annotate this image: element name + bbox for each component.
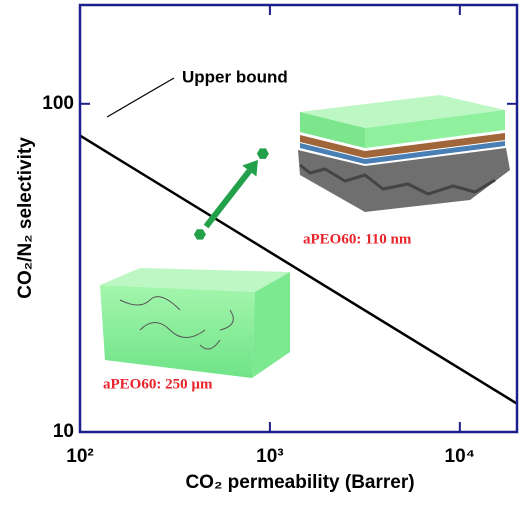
membrane-illustration <box>298 95 510 212</box>
plot-frame <box>78 3 519 434</box>
upper-bound-line <box>79 134 518 405</box>
x-tick-label: 10³ <box>256 446 283 467</box>
annotation: aPEO60: 250 µm <box>103 376 213 392</box>
arrow-head <box>242 159 258 177</box>
leader-line <box>106 77 175 118</box>
y-tick-label: 100 <box>42 93 74 114</box>
x-tick-label: 10² <box>66 446 93 467</box>
data-point <box>256 148 269 159</box>
trend-arrow <box>203 169 252 229</box>
annotation: aPEO60: 110 nm <box>303 231 412 247</box>
line-label: Upper bound <box>182 67 288 86</box>
x-tick-label: 10⁴ <box>445 446 476 467</box>
y-tick-label: 10 <box>53 421 74 442</box>
y-axis-label: CO₂/N₂ selectivity <box>15 137 36 299</box>
bulk-illustration <box>100 268 290 378</box>
data-point <box>193 229 206 240</box>
x-axis-label: CO₂ permeability (Barrer) <box>185 472 414 493</box>
